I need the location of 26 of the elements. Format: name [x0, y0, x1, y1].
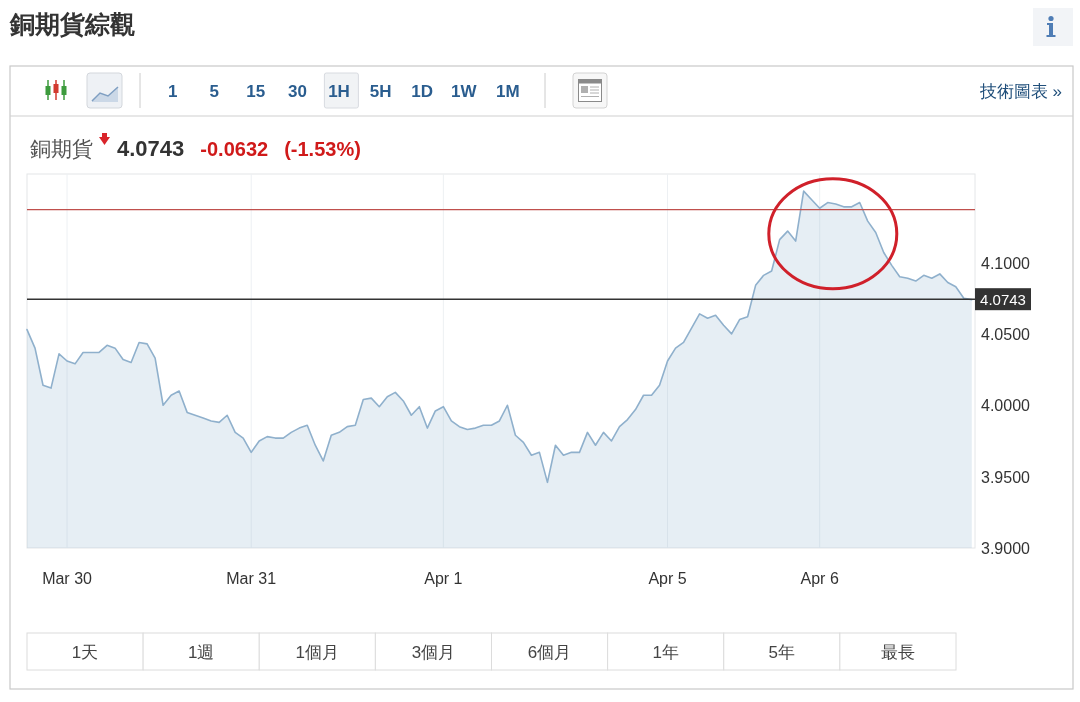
text: 3個月	[411, 643, 456, 662]
x-tick-label: Apr 1	[424, 570, 463, 587]
text: 1個月	[295, 643, 340, 662]
y-tick-label: 4.0000	[981, 397, 1031, 415]
text: 5年	[768, 643, 796, 662]
y-tick-label: 3.9000	[981, 540, 1031, 557]
y-tick-label: 3.9500	[981, 468, 1031, 486]
ref-line-label: 4.0743	[980, 290, 1026, 308]
y-tick-label: 4.0500	[981, 325, 1031, 343]
text: 1年	[652, 643, 679, 662]
text: 6個月	[527, 643, 572, 662]
y-tick-label: 4.1000	[981, 254, 1031, 272]
text: (-1.53%)	[284, 138, 361, 160]
text: 4.0743	[117, 136, 185, 161]
x-tick-label: Apr 5	[648, 570, 687, 587]
x-tick-label: Mar 30	[42, 570, 93, 587]
text: 1週	[187, 643, 215, 662]
x-tick-label: Mar 31	[226, 570, 277, 587]
text: 1 5 15 30 1H 5H 1D 1W 1M	[167, 82, 520, 101]
chart-subtitle: 銅期貨	[30, 137, 93, 160]
text: 技術圖表 »	[978, 82, 1062, 101]
text: 最長	[880, 643, 915, 662]
x-tick-label: Apr 6	[800, 570, 839, 587]
text: 1天	[71, 643, 99, 662]
text: -0.0632	[200, 138, 269, 160]
chart-title: 銅期貨綜觀	[9, 10, 135, 38]
